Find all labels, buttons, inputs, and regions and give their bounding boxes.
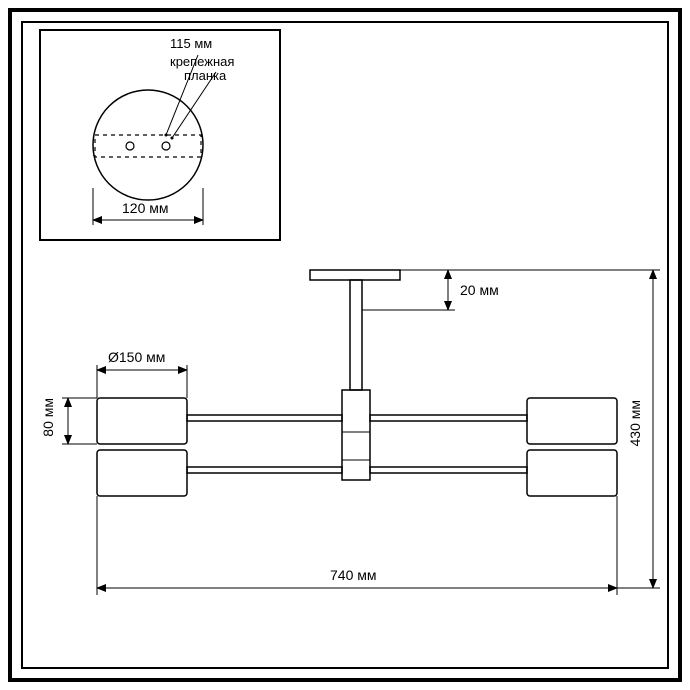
page: 115 мм крепежная планка 120 мм Ø150 мм 8… — [0, 0, 690, 690]
label-430mm: 430 мм — [627, 400, 643, 447]
label-115mm: 115 мм — [170, 36, 212, 51]
drawing-svg — [0, 0, 690, 690]
label-120mm: 120 мм — [122, 200, 169, 216]
label-d150: Ø150 мм — [108, 349, 165, 365]
label-planka-1: крепежная — [170, 54, 234, 69]
label-80mm: 80 мм — [40, 398, 56, 437]
label-planka-2: планка — [184, 68, 226, 83]
label-740mm: 740 мм — [330, 567, 377, 583]
label-20mm: 20 мм — [460, 282, 499, 298]
